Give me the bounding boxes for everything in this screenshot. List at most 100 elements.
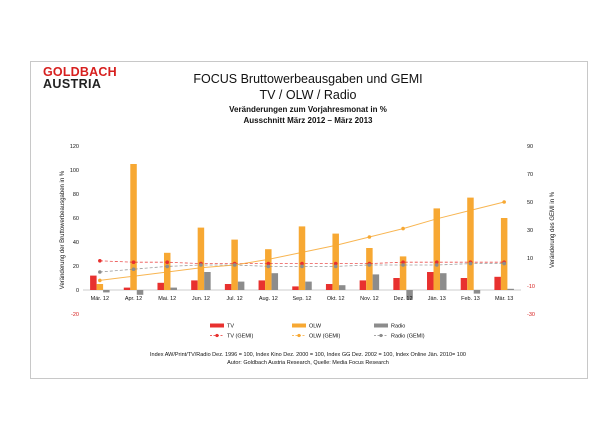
point-olw-gemi-: [367, 235, 372, 239]
point-olw-gemi-: [502, 200, 506, 204]
point-radio-gemi-: [401, 263, 405, 267]
point-olw-gemi-: [401, 226, 405, 231]
y-tick-label: 120: [70, 144, 79, 150]
point-olw-gemi-: [434, 217, 439, 221]
point-radio-gemi-: [300, 264, 304, 269]
legend-label-tv-gemi-: TV (GEMI): [227, 334, 253, 340]
bar-olw: [197, 227, 205, 290]
y2-tick-label: 30: [527, 228, 533, 234]
bar-radio: [237, 281, 245, 290]
y-tick-label: 40: [73, 240, 79, 246]
legend-label-olw: OLW: [309, 324, 322, 330]
bar-olw: [332, 233, 339, 290]
point-tv-gemi-: [131, 260, 136, 265]
point-olw-gemi-: [165, 270, 170, 274]
footnote-author: Autor: Goldbach Austria Research, Quelle…: [227, 360, 389, 366]
bar-radio: [271, 273, 279, 290]
bar-olw: [500, 218, 508, 290]
x-tick-label: Nov. 12: [360, 296, 379, 302]
point-olw-gemi-: [468, 208, 473, 213]
y-tick-label: 60: [73, 216, 79, 222]
x-tick-label: Okt. 12: [327, 296, 345, 302]
legend-swatch-radio: [374, 323, 388, 328]
x-tick-label: Jul. 12: [227, 296, 243, 302]
y-tick-label: 0: [76, 288, 79, 294]
bar-olw: [96, 284, 104, 290]
point-olw-gemi-: [333, 243, 338, 248]
point-radio-gemi-: [232, 263, 237, 267]
x-tick-label: Sep. 12: [293, 296, 312, 302]
bar-tv: [157, 282, 164, 290]
bar-olw: [130, 164, 137, 290]
bar-radio: [440, 273, 447, 290]
bar-olw: [467, 197, 474, 290]
y-tick-label: 80: [73, 192, 79, 198]
legend-swatch-tv: [210, 323, 224, 328]
y2-tick-label: 10: [527, 256, 533, 262]
bar-tv: [325, 284, 333, 290]
point-radio-gemi-: [165, 264, 170, 269]
bar-radio: [136, 290, 144, 295]
x-tick-label: Jän. 13: [428, 296, 446, 302]
point-tv-gemi-: [98, 259, 102, 263]
bar-radio: [473, 290, 481, 294]
point-radio-gemi-: [131, 267, 136, 272]
chart-title: FOCUS Bruttowerbeausgaben und GEMI: [193, 72, 423, 86]
legend-swatch-olw: [292, 323, 306, 328]
point-radio-gemi-: [434, 263, 439, 267]
point-tv-gemi-: [401, 260, 405, 265]
bar-tv: [123, 287, 131, 290]
point-tv-gemi-: [266, 261, 271, 266]
point-radio-gemi-: [468, 261, 473, 266]
chart-caption-2: Ausschnitt März 2012 – März 2013: [243, 116, 373, 125]
footnote-index: Index AW/Print/TV/Radio Dez. 1996 = 100,…: [150, 352, 466, 358]
x-tick-label: Apr. 12: [125, 296, 142, 302]
point-tv-gemi-: [165, 260, 170, 265]
legend-label-tv: TV: [227, 324, 234, 330]
y2-tick-label: 70: [527, 172, 533, 178]
bar-tv: [191, 280, 198, 290]
legend-marker-tv-gemi-: [215, 333, 219, 338]
y2-tick-label: 90: [527, 144, 533, 150]
x-tick-label: Feb. 13: [461, 296, 480, 302]
chart-caption-1: Veränderungen zum Vorjahresmonat in %: [229, 105, 387, 114]
point-radio-gemi-: [266, 264, 271, 269]
bar-radio: [406, 290, 413, 300]
point-olw-gemi-: [266, 257, 271, 262]
bar-olw: [366, 248, 373, 290]
legend-label-radio-gemi-: Radio (GEMI): [391, 334, 425, 340]
legend-marker-radio-gemi-: [379, 333, 383, 338]
point-olw-gemi-: [98, 278, 102, 283]
bar-tv: [393, 278, 400, 290]
bar-olw: [399, 256, 407, 290]
y2-tick-label: 50: [527, 200, 533, 206]
bar-radio: [103, 290, 110, 293]
point-radio-gemi-: [98, 270, 102, 274]
bar-tv: [258, 280, 266, 290]
goldbach-logo: GOLDBACH AUSTRIA: [43, 65, 117, 91]
bar-radio: [170, 287, 177, 290]
bar-tv: [359, 280, 367, 290]
x-tick-label: Dez. 12: [394, 296, 413, 302]
y-tick-label: 20: [73, 264, 79, 270]
point-olw-gemi-: [131, 274, 136, 279]
bar-olw: [265, 249, 272, 290]
bar-radio: [372, 274, 380, 290]
y2-tick-label: -30: [527, 312, 535, 318]
legend-label-olw-gemi-: OLW (GEMI): [309, 334, 341, 340]
bar-tv: [427, 272, 434, 290]
legend-label-radio: Radio: [391, 324, 405, 330]
bar-olw: [433, 208, 441, 290]
y2-tick-label: -10: [527, 284, 535, 290]
x-tick-label: Mär. 12: [91, 296, 109, 302]
slide-frame: [30, 61, 588, 379]
x-tick-label: Aug. 12: [259, 296, 278, 302]
bar-tv: [460, 278, 468, 290]
point-radio-gemi-: [333, 264, 338, 269]
bar-radio: [338, 285, 346, 290]
bar-radio: [204, 272, 211, 290]
logo-line-1: GOLDBACH: [43, 65, 117, 79]
x-tick-label: Mai. 12: [158, 296, 176, 302]
legend-marker-olw-gemi-: [297, 333, 301, 338]
